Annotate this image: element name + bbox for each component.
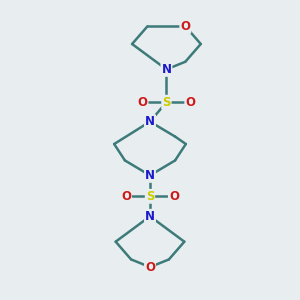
Text: S: S [146, 190, 154, 203]
Text: O: O [137, 96, 148, 109]
Text: O: O [180, 20, 190, 33]
Text: O: O [121, 190, 131, 203]
Text: N: N [145, 210, 155, 223]
Text: N: N [145, 115, 155, 128]
Text: O: O [145, 261, 155, 274]
Text: S: S [162, 96, 171, 109]
Text: O: O [169, 190, 179, 203]
Text: N: N [145, 169, 155, 182]
Text: O: O [185, 96, 195, 109]
Text: N: N [161, 63, 171, 76]
